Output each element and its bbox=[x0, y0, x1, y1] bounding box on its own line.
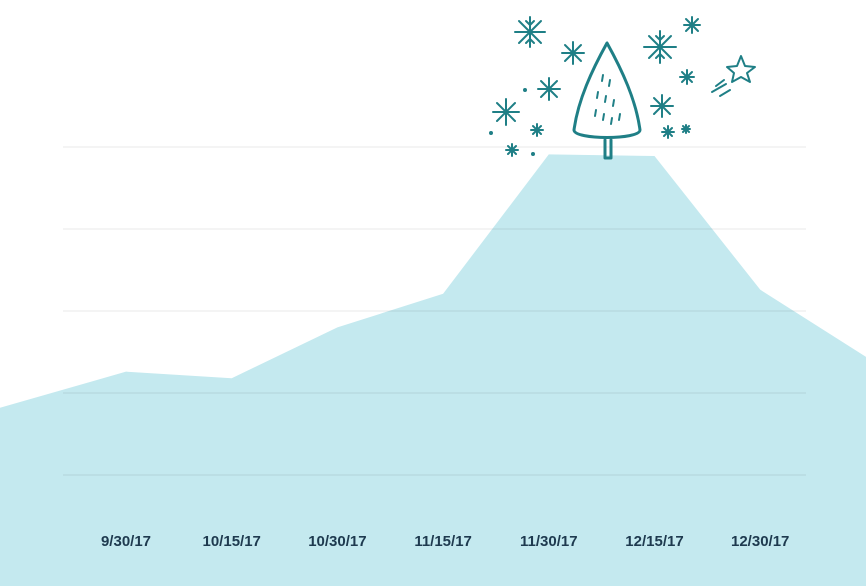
x-tick-label: 12/15/17 bbox=[625, 533, 683, 550]
tree-decoration bbox=[489, 16, 756, 160]
x-tick-label: 12/30/17 bbox=[731, 533, 789, 550]
x-tick-label: 11/30/17 bbox=[520, 533, 578, 550]
plot-area: 9/30/17 10/15/17 10/30/17 11/15/17 11/30/17 1… bbox=[0, 146, 866, 586]
x-tick-label: 10/15/17 bbox=[203, 533, 261, 550]
area bbox=[0, 154, 866, 586]
x-tick-label: 11/15/17 bbox=[414, 533, 472, 550]
x-tick-label: 10/30/17 bbox=[308, 533, 366, 550]
x-tick-label: 9/30/17 bbox=[101, 533, 151, 550]
